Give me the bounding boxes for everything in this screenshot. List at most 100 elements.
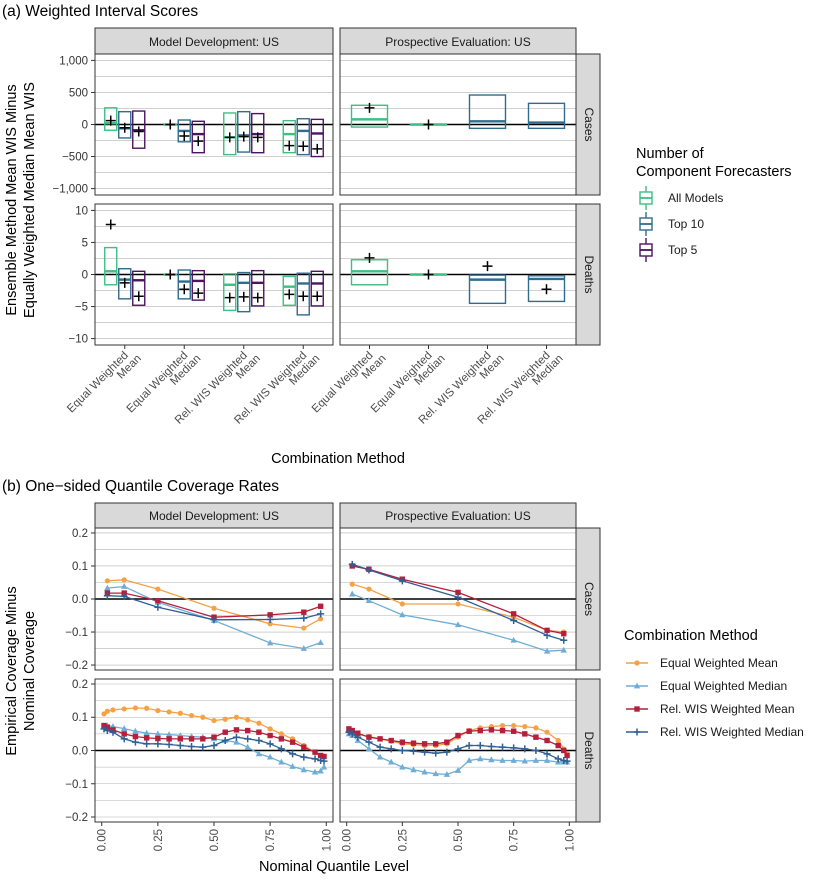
point-square: [301, 744, 307, 750]
point-square: [256, 729, 262, 735]
box-all-models: [223, 273, 237, 312]
point-plus: [176, 742, 184, 750]
point-plus: [398, 747, 406, 754]
facet-strip-label: Model Development: US: [149, 35, 279, 49]
box-all-models: [223, 112, 237, 156]
point-circle: [155, 707, 161, 714]
point-triangle: [488, 756, 495, 763]
y-tick-label: −1,000: [53, 184, 89, 196]
y-tick-label: 0.2: [72, 528, 88, 540]
point-square: [312, 749, 318, 755]
legend-label: Top 10: [668, 217, 704, 231]
y-tick-label: 0.0: [72, 594, 88, 606]
y-tick-label: 0: [82, 270, 88, 282]
point-triangle: [233, 738, 240, 745]
point-plus: [376, 743, 384, 751]
point-circle: [200, 714, 206, 720]
point-plus: [266, 740, 274, 748]
point-square: [399, 739, 406, 745]
point-circle: [399, 601, 405, 607]
row-strip-cases: [575, 527, 601, 671]
mean-marker: [298, 141, 309, 152]
point-triangle: [120, 725, 128, 731]
point-triangle: [410, 766, 417, 773]
legend-item-rel-wis-weighted-median: Rel. WIS Weighted Median: [626, 725, 804, 739]
box-all-models: [104, 107, 118, 131]
series-rel-wis-weighted-median: [100, 725, 328, 765]
point-square: [433, 741, 439, 747]
point-plus: [300, 614, 308, 622]
point-circle: [245, 717, 251, 723]
point-plus: [543, 750, 551, 758]
point-triangle: [510, 636, 517, 643]
point-plus: [354, 733, 362, 741]
point-square: [561, 747, 567, 754]
row-strip-label: Cases: [582, 107, 596, 141]
point-triangle: [120, 583, 128, 589]
point-plus: [103, 727, 111, 735]
point-triangle: [143, 729, 150, 736]
point-plus: [543, 631, 551, 639]
point-circle: [104, 708, 110, 714]
point-triangle: [244, 743, 251, 750]
point-triangle: [399, 763, 406, 770]
point-triangle: [278, 758, 285, 765]
point-plus: [232, 733, 240, 741]
point-triangle: [317, 639, 324, 645]
mean-marker: [193, 288, 204, 299]
point-square: [211, 734, 217, 740]
point-square: [121, 731, 127, 737]
point-circle: [267, 621, 273, 627]
point-plus: [510, 616, 518, 624]
mean-marker: [165, 269, 176, 280]
point-plus: [409, 747, 417, 755]
point-plus: [120, 592, 128, 600]
box-top-5: [191, 269, 205, 301]
point-plus: [633, 728, 641, 736]
point-circle: [366, 586, 372, 592]
point-square: [488, 727, 495, 733]
point-square: [317, 752, 324, 759]
point-plus: [255, 737, 263, 745]
panel-border: [339, 527, 577, 671]
point-square: [410, 740, 417, 746]
point-square: [544, 627, 550, 634]
mean-marker: [133, 126, 144, 137]
point-plus: [532, 747, 540, 754]
point-square: [499, 727, 506, 734]
mean-marker: [482, 261, 493, 272]
row-strip-cases: [575, 53, 601, 196]
box-top-10: [237, 271, 251, 313]
box-top-10: [468, 94, 507, 130]
x-tick-label: 1.00: [564, 829, 576, 851]
point-plus: [311, 755, 319, 763]
point-plus: [221, 737, 229, 745]
point-square: [317, 603, 324, 609]
point-circle: [499, 722, 506, 729]
point-circle: [233, 714, 240, 720]
point-circle: [278, 731, 284, 737]
mean-marker: [541, 284, 552, 295]
y-tick-label: −0.1: [65, 779, 88, 791]
point-square: [166, 736, 172, 742]
point-plus: [454, 745, 462, 753]
legend-item-top-10: Top 10: [639, 212, 704, 236]
box-top-5: [191, 120, 205, 154]
y-axis-title: Nominal Coverage: [22, 611, 38, 731]
x-tick-label: 1.00: [321, 829, 333, 851]
point-plus: [365, 566, 373, 574]
y-tick-label: −500: [62, 152, 88, 164]
x-tick-label: 0.25: [397, 829, 409, 851]
point-square: [388, 737, 394, 744]
legend-label: Equal Weighted Mean: [660, 656, 778, 670]
mean-marker: [298, 291, 309, 302]
point-plus: [563, 757, 571, 765]
x-tick-label: Equal Weighted: [65, 350, 131, 416]
point-plus: [476, 742, 484, 750]
point-square: [278, 736, 285, 742]
legend-label: Rel. WIS Weighted Median: [660, 725, 804, 739]
point-square: [477, 727, 483, 734]
facet-strip-prospective-evaluation-us: [339, 27, 577, 55]
series-equal-weighted-median: [349, 590, 567, 654]
